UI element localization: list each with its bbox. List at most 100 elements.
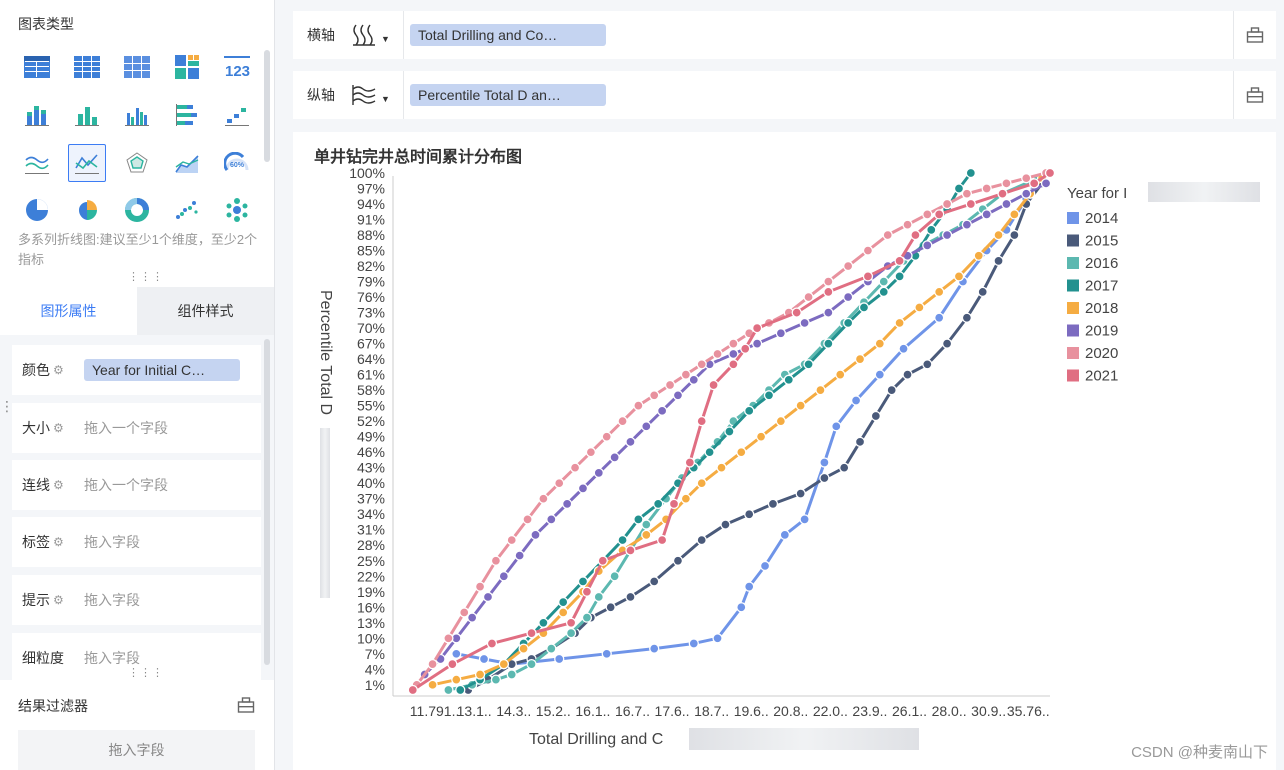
data-point[interactable] [791,307,802,318]
data-point[interactable] [680,493,692,504]
data-point[interactable] [617,416,628,427]
data-point[interactable] [854,436,866,447]
data-point[interactable] [1001,178,1012,189]
data-point[interactable] [961,312,973,323]
data-point[interactable] [815,384,826,396]
data-point[interactable] [934,209,945,220]
data-point[interactable] [443,684,454,696]
data-point[interactable] [874,369,885,380]
data-point[interactable] [775,416,787,427]
data-point[interactable] [451,674,462,685]
data-point[interactable] [427,679,438,690]
data-point[interactable] [577,576,589,587]
data-point[interactable] [688,374,699,385]
data-point[interactable] [878,286,889,298]
data-point[interactable] [1044,167,1056,179]
gauge-icon[interactable]: 60% [218,144,256,182]
data-point[interactable] [530,529,541,541]
data-point[interactable] [1040,178,1052,189]
data-point[interactable] [593,467,604,479]
tab-graphic-properties[interactable]: 图形属性 [0,287,137,335]
data-point[interactable] [526,627,537,639]
data-point[interactable] [641,519,652,530]
data-point[interactable] [625,436,636,447]
data-point[interactable] [755,431,767,442]
data-point[interactable] [522,514,533,525]
data-point[interactable] [664,379,676,391]
data-point[interactable] [641,529,652,541]
panel-drag-handle-icon[interactable]: ⋮ [0,398,15,414]
data-point[interactable] [843,260,854,272]
data-point[interactable] [740,343,751,354]
data-point[interactable] [482,591,494,603]
data-point[interactable] [625,545,636,556]
data-point[interactable] [823,307,834,318]
data-point[interactable] [763,390,775,401]
data-point[interactable] [799,317,810,329]
table-icon[interactable] [18,48,56,86]
data-point[interactable] [874,338,885,349]
data-point[interactable] [803,359,814,370]
cross-table-icon[interactable] [68,48,106,86]
data-point[interactable] [728,348,739,360]
data-point[interactable] [894,271,905,282]
data-point[interactable] [561,498,573,510]
data-point[interactable] [724,426,735,437]
data-point[interactable] [854,353,866,365]
data-point[interactable] [953,183,965,194]
data-point[interactable] [526,659,537,670]
data-point[interactable] [1009,209,1020,220]
data-point[interactable] [585,447,597,458]
data-point[interactable] [712,633,723,644]
data-point[interactable] [803,291,814,303]
data-point[interactable] [835,369,846,380]
donut-icon[interactable] [118,191,156,229]
data-point[interactable] [819,457,830,468]
data-point[interactable] [506,534,517,546]
data-point[interactable] [554,653,565,665]
data-point[interactable] [498,571,509,582]
data-point[interactable] [407,684,418,696]
data-point[interactable] [538,617,549,628]
data-point[interactable] [961,188,973,199]
multi-line-icon[interactable] [18,144,56,182]
drop-placeholder[interactable]: 拖入字段 [84,650,140,666]
data-point[interactable] [953,271,965,282]
data-point[interactable] [554,478,565,489]
data-point[interactable] [728,338,739,349]
data-point[interactable] [514,550,525,561]
data-point[interactable] [605,602,616,613]
pie-icon[interactable] [18,191,56,229]
data-point[interactable] [799,514,810,525]
data-point[interactable] [751,322,763,334]
data-point[interactable] [751,338,763,349]
data-point[interactable] [577,483,589,494]
data-point[interactable] [779,529,790,541]
tab-component-style[interactable]: 组件样式 [137,287,274,335]
data-point[interactable] [696,478,707,489]
data-point[interactable] [455,684,466,696]
data-point[interactable] [1009,229,1020,241]
data-point[interactable] [633,400,644,411]
data-point[interactable] [858,302,870,313]
data-point[interactable] [443,633,454,644]
data-point[interactable] [914,302,925,313]
y-axis-sort-button[interactable]: ▼ [351,77,403,113]
data-point[interactable] [744,509,755,520]
data-point[interactable] [459,607,470,618]
drop-placeholder[interactable]: 拖入字段 [84,592,140,608]
property-scrollbar[interactable] [264,339,270,665]
filter-drop-zone[interactable]: 拖入字段 [18,730,255,770]
data-point[interactable] [653,498,664,510]
data-point[interactable] [668,498,680,510]
data-point[interactable] [490,555,502,566]
data-point[interactable] [819,472,830,484]
stacked-bar-icon[interactable] [18,96,56,134]
prop-color[interactable]: 颜色 ⚙ Year for Initial C… [12,345,261,395]
data-point[interactable] [601,648,612,659]
area-icon[interactable] [168,144,206,182]
data-point[interactable] [775,328,787,339]
data-point[interactable] [478,653,490,665]
data-point[interactable] [518,643,529,654]
legend-item-2021[interactable]: 2021 [1067,368,1118,385]
